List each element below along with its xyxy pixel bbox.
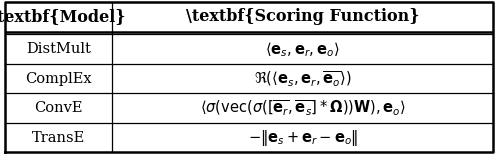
Text: $\langle \sigma(\mathrm{vec}(\sigma([\overline{\mathbf{e}_r}, \overline{\mathbf{: $\langle \sigma(\mathrm{vec}(\sigma([\ov… [200, 98, 406, 118]
Text: ComplEx: ComplEx [25, 72, 92, 86]
Text: $\langle \mathbf{e}_s, \mathbf{e}_r, \mathbf{e}_o \rangle$: $\langle \mathbf{e}_s, \mathbf{e}_r, \ma… [265, 40, 340, 59]
Text: TransE: TransE [32, 131, 85, 145]
Text: ConvE: ConvE [34, 101, 83, 115]
Text: DistMult: DistMult [26, 42, 91, 56]
Text: $\Re(\langle \mathbf{e}_s, \mathbf{e}_r, \overline{\mathbf{e}_o} \rangle)$: $\Re(\langle \mathbf{e}_s, \mathbf{e}_r,… [254, 69, 352, 89]
Text: \textbf{Model}: \textbf{Model} [0, 8, 126, 25]
Text: $-\|\mathbf{e}_s + \mathbf{e}_r - \mathbf{e}_o\|$: $-\|\mathbf{e}_s + \mathbf{e}_r - \mathb… [248, 128, 358, 148]
Text: \textbf{Scoring Function}: \textbf{Scoring Function} [186, 8, 419, 25]
